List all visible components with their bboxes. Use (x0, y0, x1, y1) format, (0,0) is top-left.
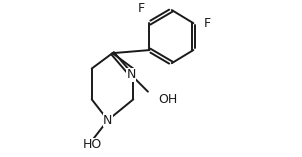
Text: OH: OH (158, 93, 177, 106)
Text: F: F (138, 2, 145, 15)
Text: N: N (126, 68, 136, 81)
Text: F: F (204, 17, 211, 30)
Text: HO: HO (82, 138, 102, 151)
Text: N: N (103, 114, 113, 127)
